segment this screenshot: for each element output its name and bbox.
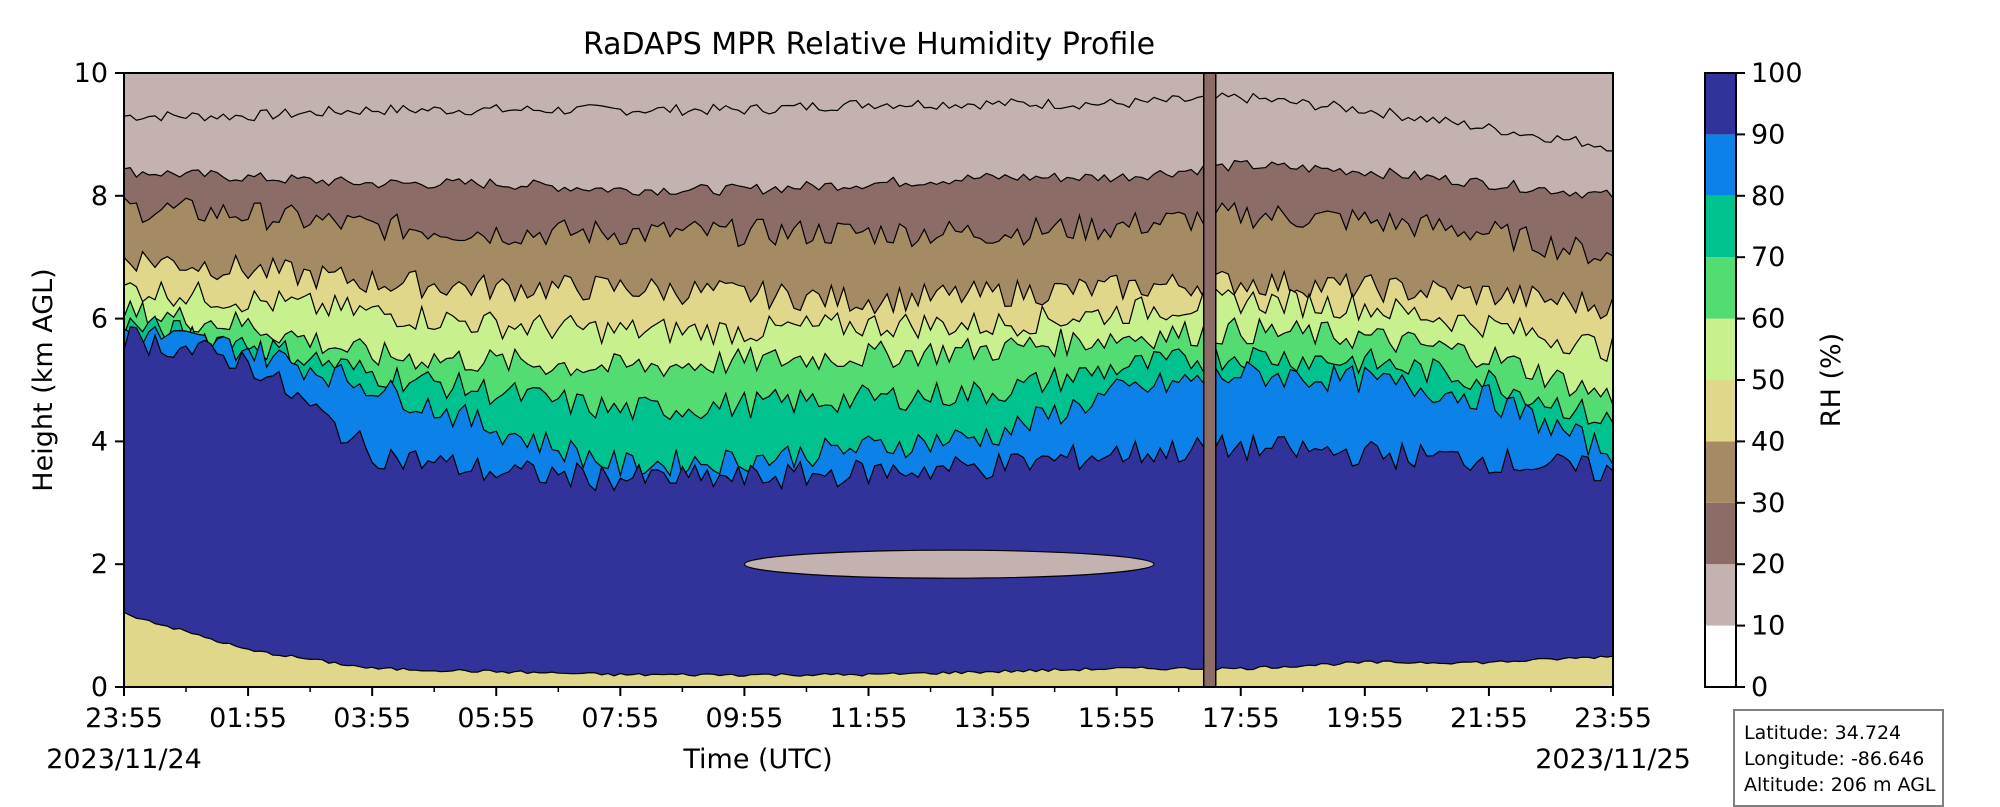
colorbar-label: RH (%) xyxy=(1816,333,1847,427)
colorbar-segment xyxy=(1705,73,1736,135)
x-axis-label: Time (UTC) xyxy=(682,744,832,775)
colorbar-tick-label: 60 xyxy=(1751,304,1785,335)
x-tick-label: 03:55 xyxy=(333,703,411,734)
colorbar-segment xyxy=(1705,257,1736,319)
colorbar-tick-label: 100 xyxy=(1751,58,1803,89)
colorbar-tick-label: 50 xyxy=(1751,365,1785,396)
colorbar-segment xyxy=(1705,195,1736,258)
colorbar-tick-label: 90 xyxy=(1751,119,1785,150)
x-tick-label: 23:55 xyxy=(1574,703,1652,734)
colorbar-tick-label: 40 xyxy=(1751,426,1785,457)
colorbar-segment xyxy=(1705,441,1736,503)
x-tick-label: 11:55 xyxy=(830,703,908,734)
y-tick-label: 0 xyxy=(91,672,108,703)
x-tick-label: 21:55 xyxy=(1450,703,1528,734)
colorbar-segment xyxy=(1705,134,1736,196)
colorbar-tick-label: 10 xyxy=(1751,611,1785,642)
colorbar-segment xyxy=(1705,318,1736,380)
colorbar: 0 10 20 30 40 50 60 70 80 90 100 xyxy=(1704,58,1803,703)
y-tick-label: 8 xyxy=(91,181,108,212)
colorbar-segment xyxy=(1705,502,1736,565)
colorbar-segment xyxy=(1705,380,1736,442)
station-info-box: Latitude: 34.724 Longitude: -86.646 Alti… xyxy=(1733,709,1944,807)
colorbar-tick-label: 80 xyxy=(1751,181,1785,212)
instrument-gap-strip xyxy=(1202,73,1217,687)
x-tick-label: 09:55 xyxy=(706,703,784,734)
x-tick-label: 13:55 xyxy=(954,703,1032,734)
date-end-label: 2023/11/25 xyxy=(1535,744,1691,775)
rh-contour-90 xyxy=(124,326,1613,687)
dry-layer-patch xyxy=(743,549,1155,579)
chart-title: RaDAPS MPR Relative Humidity Profile xyxy=(583,27,1155,62)
y-axis-label: Height (km AGL) xyxy=(28,268,59,491)
station-altitude: Altitude: 206 m AGL xyxy=(1744,774,1936,796)
x-axis: 23:55 01:55 03:55 05:55 07:55 09:55 11:55 13:55… xyxy=(85,687,1652,734)
contour-plot-area xyxy=(124,73,1613,687)
y-tick-label: 10 xyxy=(74,58,108,89)
x-tick-label: 17:55 xyxy=(1202,703,1280,734)
station-longitude: Longitude: -86.646 xyxy=(1744,748,1925,770)
y-tick-label: 4 xyxy=(91,426,108,457)
x-tick-label: 01:55 xyxy=(209,703,287,734)
rh-surface-layer xyxy=(124,611,1613,687)
x-tick-label: 15:55 xyxy=(1078,703,1156,734)
date-start-label: 2023/11/24 xyxy=(46,744,202,775)
y-axis: 0 2 4 6 8 10 xyxy=(74,58,124,703)
x-tick-label: 05:55 xyxy=(457,703,535,734)
colorbar-tick-label: 70 xyxy=(1751,242,1785,273)
y-tick-label: 6 xyxy=(91,304,108,335)
colorbar-tick-label: 0 xyxy=(1751,672,1768,703)
x-tick-label: 23:55 xyxy=(85,703,163,734)
colorbar-segment xyxy=(1705,625,1736,687)
station-latitude: Latitude: 34.724 xyxy=(1744,722,1902,744)
x-tick-label: 19:55 xyxy=(1326,703,1404,734)
colorbar-segment xyxy=(1705,564,1736,626)
x-tick-label: 07:55 xyxy=(581,703,659,734)
y-tick-label: 2 xyxy=(91,549,108,580)
colorbar-tick-label: 30 xyxy=(1751,488,1785,519)
colorbar-tick-label: 20 xyxy=(1751,549,1785,580)
